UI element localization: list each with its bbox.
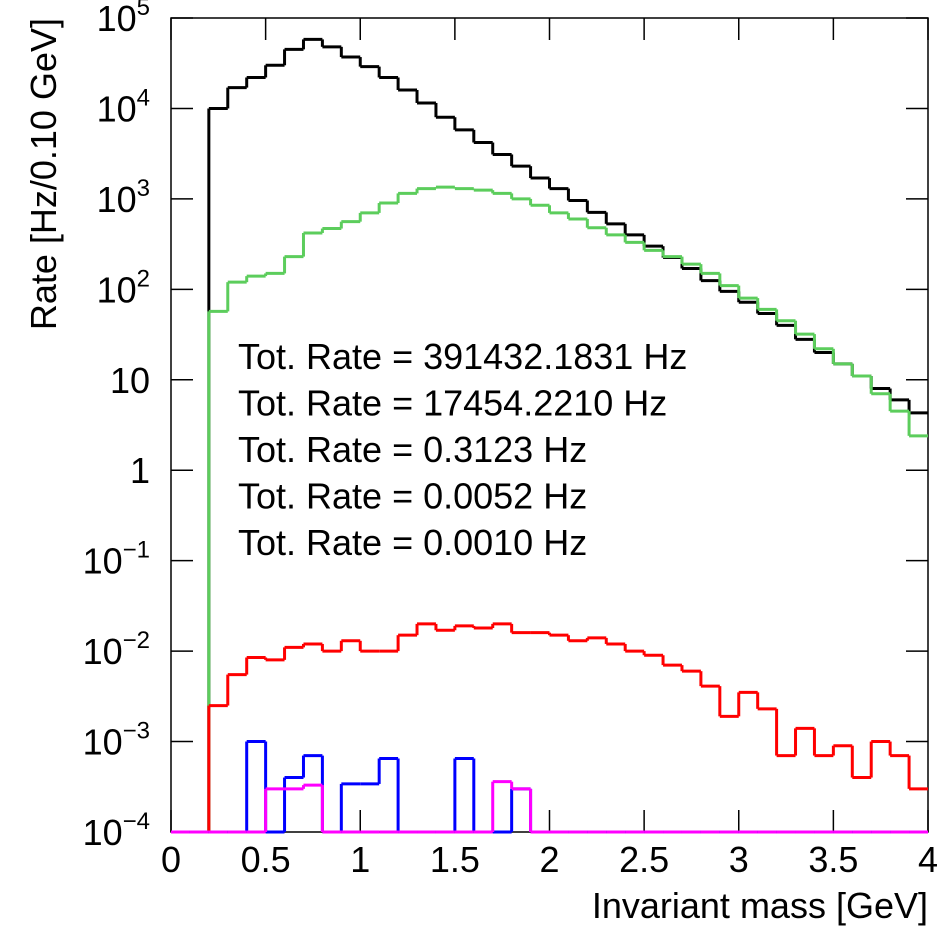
x-tick-label: 2 (539, 839, 559, 880)
annotation: Tot. Rate = 0.0010 Hz (238, 522, 587, 563)
x-tick-label: 3 (729, 839, 749, 880)
y-tick-label: 102 (97, 265, 150, 310)
y-tick-label: 103 (97, 175, 150, 220)
annotation: Tot. Rate = 391432.1831 Hz (238, 336, 687, 377)
plot-frame (170, 17, 929, 833)
annotation: Tot. Rate = 0.0052 Hz (238, 476, 587, 517)
x-tick-label: 1 (350, 839, 370, 880)
x-tick-label: 0.5 (241, 839, 291, 880)
y-tick-label: 10 (110, 360, 150, 401)
x-tick-label: 4 (918, 839, 938, 880)
x-axis-label: Invariant mass [GeV] (592, 885, 928, 926)
x-tick-label: 2.5 (619, 839, 669, 880)
y-tick-label: 10−4 (83, 808, 150, 853)
x-tick-label: 0 (161, 839, 181, 880)
annotation: Tot. Rate = 17454.2210 Hz (238, 383, 667, 424)
y-tick-label: 104 (97, 84, 150, 129)
y-axis-label: Rate [Hz/0.10 GeV] (23, 18, 64, 330)
y-tick-label: 10−2 (83, 627, 150, 672)
y-tick-label: 10−3 (83, 718, 150, 763)
annotation: Tot. Rate = 0.3123 Hz (238, 429, 587, 470)
y-tick-label: 105 (97, 0, 150, 39)
x-tick-label: 1.5 (430, 839, 480, 880)
y-tick-label: 10−1 (83, 537, 150, 582)
x-tick-label: 3.5 (808, 839, 858, 880)
y-tick-label: 1 (130, 450, 150, 491)
